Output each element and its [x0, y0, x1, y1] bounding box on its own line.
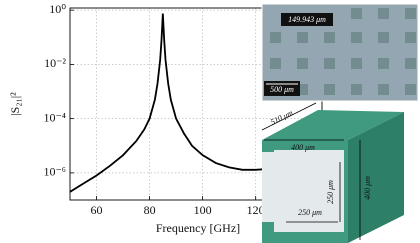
dimension-label: 400 μm: [363, 176, 372, 200]
x-tick-label: 60: [91, 203, 103, 217]
scale-bar-label: 500 μm: [270, 85, 294, 94]
y-tick-label: 10⁻⁶: [43, 165, 66, 179]
x-axis-label: Frequency [GHz]: [156, 221, 240, 235]
dimension-label: 250 μm: [326, 180, 335, 204]
y-tick-label: 10⁰: [49, 2, 66, 16]
plot: 60 80 100 120 10⁰ 10⁻² 10⁻⁴ 10⁻⁶: [43, 2, 323, 217]
unit-cell-diagram: 510 μm 400 μm 250 μm 250 μm 400 μm: [261, 102, 404, 243]
y-tick-label: 10⁻⁴: [43, 110, 66, 124]
dimension-label: 510 μm: [269, 108, 295, 127]
y-tick-label: 10⁻²: [44, 56, 66, 70]
x-tick-label: 80: [144, 203, 156, 217]
plot-frame: [69, 7, 323, 201]
data-line: [70, 13, 322, 193]
x-tick-label: 100: [194, 203, 212, 217]
dimension-label: 400 μm: [291, 143, 315, 152]
micrograph-inset: 149.943 μm 500 μm: [261, 3, 419, 102]
y-axis-label: |S₂₁|²: [8, 92, 22, 116]
dimension-label: 250 μm: [298, 208, 322, 217]
inset-label: 149.943 μm: [288, 15, 326, 24]
x-tick-label: 120: [247, 203, 265, 217]
